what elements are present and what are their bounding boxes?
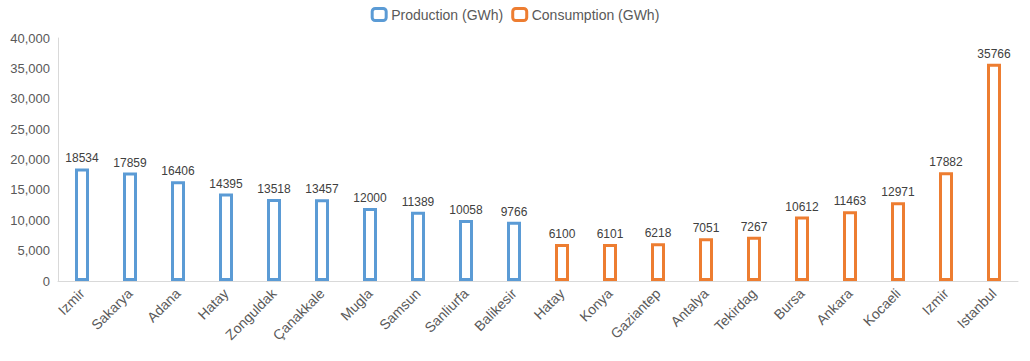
svg-text:7051: 7051 xyxy=(693,221,720,235)
svg-text:18534: 18534 xyxy=(65,151,99,165)
svg-text:Çanakkale: Çanakkale xyxy=(270,285,328,343)
svg-text:Kocaeli: Kocaeli xyxy=(860,285,904,329)
svg-text:40,000: 40,000 xyxy=(10,31,50,46)
svg-text:Samsun: Samsun xyxy=(376,285,424,333)
svg-text:20,000: 20,000 xyxy=(10,152,50,167)
svg-text:6101: 6101 xyxy=(597,227,624,241)
svg-text:6218: 6218 xyxy=(645,226,672,240)
svg-text:0: 0 xyxy=(43,274,50,289)
svg-text:12971: 12971 xyxy=(881,185,915,199)
svg-text:Balikesir: Balikesir xyxy=(471,285,520,334)
svg-text:Hatay: Hatay xyxy=(531,285,568,322)
svg-text:11389: 11389 xyxy=(402,195,435,209)
svg-text:17882: 17882 xyxy=(929,155,963,169)
svg-text:Izmir: Izmir xyxy=(55,285,88,318)
svg-text:35766: 35766 xyxy=(977,47,1011,61)
svg-text:Hatay: Hatay xyxy=(195,285,232,322)
svg-text:Production (GWh): Production (GWh) xyxy=(391,7,503,23)
svg-text:15,000: 15,000 xyxy=(10,182,50,197)
svg-text:10612: 10612 xyxy=(785,200,819,214)
svg-text:Consumption (GWh): Consumption (GWh) xyxy=(532,7,660,23)
svg-text:Tekirdag: Tekirdag xyxy=(711,285,760,334)
svg-text:13457: 13457 xyxy=(305,182,339,196)
svg-text:17859: 17859 xyxy=(113,156,147,170)
svg-text:Sakarya: Sakarya xyxy=(88,285,136,333)
svg-text:11463: 11463 xyxy=(834,194,867,208)
svg-text:12000: 12000 xyxy=(353,191,387,205)
svg-text:Adana: Adana xyxy=(144,285,184,325)
svg-text:25,000: 25,000 xyxy=(10,122,50,137)
svg-text:Sanliurfa: Sanliurfa xyxy=(421,285,471,335)
svg-text:Bursa: Bursa xyxy=(771,285,808,322)
svg-text:6100: 6100 xyxy=(549,227,576,241)
svg-text:7267: 7267 xyxy=(741,220,768,234)
svg-text:Konya: Konya xyxy=(576,285,616,325)
svg-text:Antalya: Antalya xyxy=(667,285,711,329)
svg-text:13518: 13518 xyxy=(257,182,291,196)
svg-text:Zonguldak: Zonguldak xyxy=(222,285,280,343)
svg-text:35,000: 35,000 xyxy=(10,61,50,76)
svg-text:Istanbul: Istanbul xyxy=(954,285,1000,331)
svg-text:Mugla: Mugla xyxy=(337,285,375,323)
svg-text:14395: 14395 xyxy=(209,177,243,191)
svg-text:10058: 10058 xyxy=(449,203,483,217)
svg-text:5,000: 5,000 xyxy=(17,243,50,258)
svg-text:Izmir: Izmir xyxy=(919,285,952,318)
svg-text:30,000: 30,000 xyxy=(10,91,50,106)
svg-text:9766: 9766 xyxy=(501,205,528,219)
svg-text:Gaziantep: Gaziantep xyxy=(607,285,664,342)
svg-text:10,000: 10,000 xyxy=(10,213,50,228)
svg-text:Ankara: Ankara xyxy=(813,285,856,328)
svg-text:16406: 16406 xyxy=(161,164,195,178)
